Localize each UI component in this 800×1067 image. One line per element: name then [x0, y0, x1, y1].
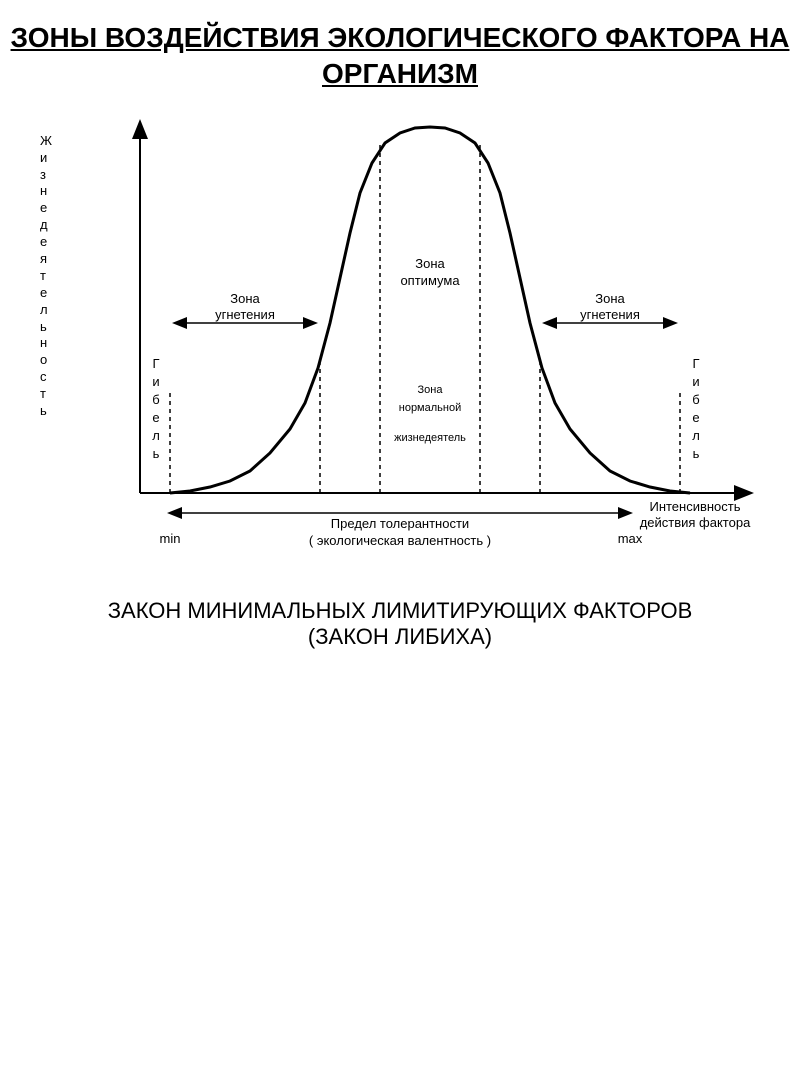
svg-text:б: б — [692, 392, 699, 407]
tolerance-2: ( экологическая валентность ) — [309, 533, 491, 548]
subtitle-line2: (ЗАКОН ЛИБИХА) — [0, 624, 800, 650]
optimum-1: Зона — [415, 256, 445, 271]
subtitle-line1: ЗАКОН МИНИМАЛЬНЫХ ЛИМИТИРУЮЩИХ ФАКТОРОВ — [0, 598, 800, 624]
death-right-label: Гибель — [692, 356, 700, 461]
svg-text:е: е — [152, 410, 159, 425]
chart-area: Интенсивность действия фактора min max П… — [100, 113, 760, 573]
svg-text:Г: Г — [152, 356, 159, 371]
svg-text:ь: ь — [693, 446, 700, 461]
xlabel-2: действия фактора — [640, 515, 751, 530]
svg-text:Г: Г — [692, 356, 699, 371]
svg-text:е: е — [692, 410, 699, 425]
oppression-right-1: Зона — [595, 291, 625, 306]
min-label: min — [160, 531, 181, 546]
chart-svg: Интенсивность действия фактора min max П… — [100, 113, 760, 573]
normal-3: жизнедеятель — [394, 432, 466, 444]
oppression-left-1: Зона — [230, 291, 260, 306]
oppression-right-2: угнетения — [580, 307, 640, 322]
svg-text:и: и — [692, 374, 699, 389]
max-label: max — [618, 531, 643, 546]
main-title: ЗОНЫ ВОЗДЕЙСТВИЯ ЭКОЛОГИЧЕСКОГО ФАКТОРА … — [0, 0, 800, 93]
svg-text:л: л — [152, 428, 160, 443]
y-axis-label: Жизнедеятельность — [40, 133, 52, 420]
tolerance-1: Предел толерантности — [331, 516, 469, 531]
law-subtitle: ЗАКОН МИНИМАЛЬНЫХ ЛИМИТИРУЮЩИХ ФАКТОРОВ … — [0, 573, 800, 651]
diagram: Жизнедеятельность — [40, 113, 760, 573]
normal-1: Зона — [418, 384, 444, 396]
xlabel-1: Интенсивность — [649, 499, 740, 514]
svg-text:л: л — [692, 428, 700, 443]
svg-text:б: б — [152, 392, 159, 407]
svg-text:и: и — [152, 374, 159, 389]
normal-2: нормальной — [399, 402, 461, 414]
svg-text:ь: ь — [153, 446, 160, 461]
oppression-left-2: угнетения — [215, 307, 275, 322]
optimum-2: оптимума — [400, 273, 460, 288]
death-left-label: Гибель — [152, 356, 160, 461]
